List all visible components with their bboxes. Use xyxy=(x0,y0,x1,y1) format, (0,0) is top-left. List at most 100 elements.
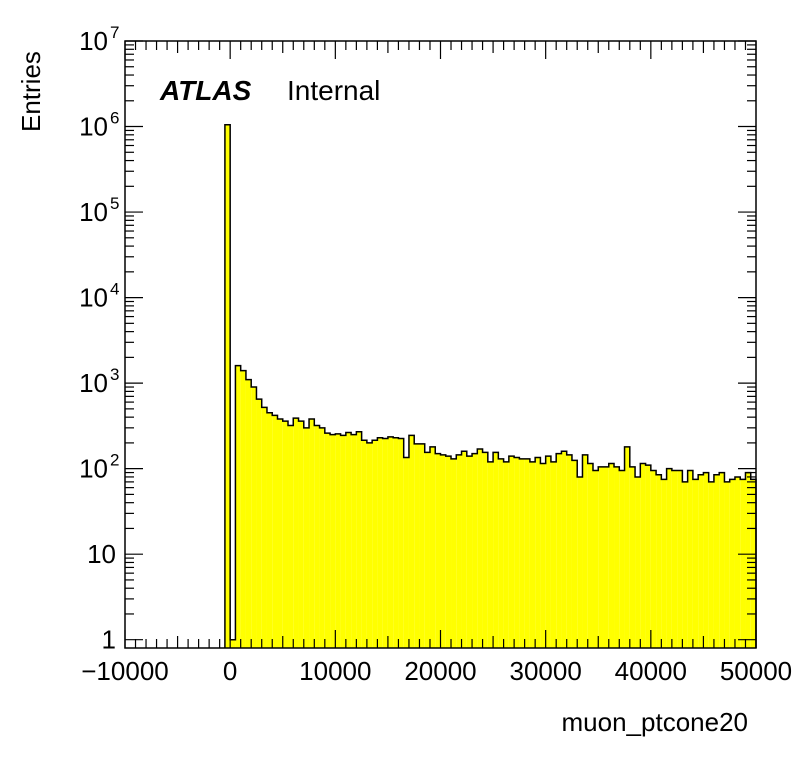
histogram-bin xyxy=(677,470,683,648)
histogram-bin xyxy=(577,476,583,648)
x-tick-labels: −10000 0 10000 20000 30000 40000 50000 xyxy=(81,656,792,686)
y-tick-label: 10 xyxy=(79,368,108,398)
axis-ticks xyxy=(124,40,757,648)
histogram-bin xyxy=(309,419,315,648)
histogram-bin xyxy=(272,415,278,648)
histogram-bin xyxy=(745,472,751,648)
histogram-bin xyxy=(456,454,462,648)
histogram-bin xyxy=(414,443,420,648)
histogram-bin xyxy=(661,479,667,648)
histogram-bin xyxy=(224,124,231,649)
histogram-bin xyxy=(303,427,310,648)
y-tick-exponent: 2 xyxy=(110,451,119,470)
histogram-bin xyxy=(361,440,367,648)
histogram-bin xyxy=(629,466,636,648)
histogram-bin xyxy=(635,476,641,648)
histogram-bin xyxy=(682,481,688,648)
y-tick-label: 10 xyxy=(79,283,108,313)
histogram-bin xyxy=(340,435,346,648)
y-tick-label: 10 xyxy=(79,112,108,142)
histogram-bin xyxy=(493,452,499,648)
histogram-bin xyxy=(519,458,525,648)
histogram-bin xyxy=(393,437,399,648)
histogram-bin xyxy=(477,448,483,648)
histogram-bin xyxy=(729,479,735,648)
histogram-bin xyxy=(424,452,430,648)
histogram-bin xyxy=(666,468,672,648)
histogram-bin xyxy=(687,470,693,648)
histogram-bin xyxy=(240,370,246,648)
x-tick-label: 30000 xyxy=(510,656,582,686)
histogram-bars xyxy=(224,124,756,649)
histogram-bin xyxy=(614,466,620,648)
histogram-bin xyxy=(445,456,452,648)
histogram-bin xyxy=(566,454,572,648)
x-axis-title: muon_ptcone20 xyxy=(562,707,748,737)
histogram-bin xyxy=(335,433,341,648)
histogram-bin xyxy=(503,461,509,648)
histogram-bin xyxy=(550,461,557,648)
histogram-outline xyxy=(224,123,757,648)
x-tick-label: 20000 xyxy=(404,656,476,686)
histogram-bin xyxy=(282,421,289,648)
histogram-bin xyxy=(461,451,467,648)
histogram-bin xyxy=(692,479,699,648)
histogram-bin xyxy=(314,425,320,648)
histogram-bin xyxy=(266,412,273,648)
histogram-bin xyxy=(419,443,425,648)
histogram-bin xyxy=(261,407,267,648)
histogram-bin xyxy=(561,451,567,648)
histogram-bin xyxy=(724,481,730,648)
histogram-bin xyxy=(514,457,520,648)
x-tick-label: −10000 xyxy=(81,656,168,686)
histogram-bin xyxy=(582,454,588,648)
histogram-bin xyxy=(734,476,741,648)
histogram-bin xyxy=(708,481,714,648)
y-tick-exponent: 6 xyxy=(110,109,119,128)
histogram-bin xyxy=(545,456,551,648)
atlas-label: ATLAS xyxy=(159,75,252,106)
histogram-bin xyxy=(251,387,257,648)
histogram-bin xyxy=(671,470,678,648)
y-tick-exponent: 5 xyxy=(110,194,119,213)
histogram-bin xyxy=(256,399,262,648)
histogram-bin xyxy=(498,458,504,648)
y-tick-exponent: 3 xyxy=(110,365,119,384)
x-tick-label: 10000 xyxy=(299,656,371,686)
histogram-bin xyxy=(650,470,657,648)
histogram-bin xyxy=(429,446,436,648)
histogram-bin xyxy=(640,463,646,648)
histogram-bin xyxy=(587,463,593,648)
histogram-bin xyxy=(377,437,383,648)
histogram-bin xyxy=(298,421,304,648)
histogram-bin xyxy=(293,418,299,648)
x-tick-label: 50000 xyxy=(720,656,792,686)
y-axis-title: Entries xyxy=(16,51,46,132)
histogram-bin xyxy=(330,434,336,648)
histogram-bin xyxy=(740,479,746,648)
histogram-bin xyxy=(403,457,409,648)
histogram-bin xyxy=(619,470,625,648)
histogram-bin xyxy=(598,466,604,648)
y-tick-exponent: 7 xyxy=(110,23,119,42)
histogram-bin xyxy=(571,460,578,648)
histogram-bin xyxy=(713,474,720,648)
histogram-bin xyxy=(624,446,630,648)
histogram-bin xyxy=(508,456,515,648)
histogram-bin xyxy=(750,479,756,648)
histogram-bin xyxy=(482,452,488,648)
histogram-bin xyxy=(372,440,378,648)
histogram-bin xyxy=(703,472,709,648)
histogram-bin xyxy=(487,461,494,648)
histogram-bin xyxy=(345,432,352,648)
y-tick-label: 1 xyxy=(102,625,116,655)
histogram-bin xyxy=(319,427,325,648)
y-tick-label: 10 xyxy=(79,454,108,484)
histogram-bin xyxy=(382,438,388,648)
histogram-bin xyxy=(466,456,473,648)
histogram-bin xyxy=(592,470,599,648)
histogram-bin xyxy=(398,438,404,648)
histogram-bin xyxy=(556,453,562,648)
x-tick-label: 0 xyxy=(223,656,237,686)
